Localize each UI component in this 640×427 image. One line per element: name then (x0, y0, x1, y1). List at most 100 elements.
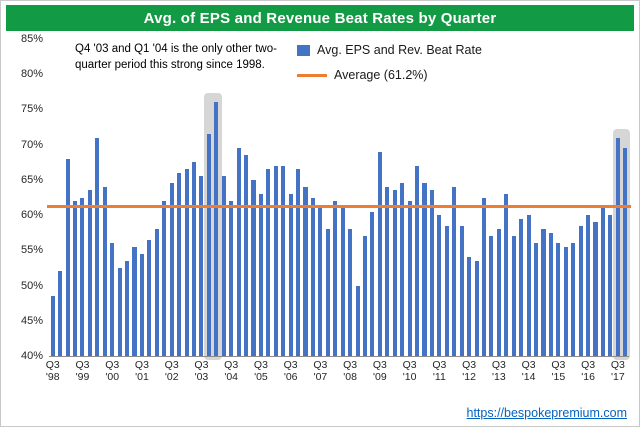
bar (608, 215, 613, 356)
bar (392, 190, 397, 356)
bar (251, 179, 256, 356)
x-tick-label: Q3'10 (402, 359, 417, 383)
bar (348, 229, 353, 356)
legend-item-average: Average (61.2%) (297, 68, 482, 82)
bar (296, 169, 301, 356)
chart-title: Avg. of EPS and Revenue Beat Rates by Qu… (6, 5, 634, 31)
x-tick-label: Q3'07 (313, 359, 328, 383)
bar (184, 169, 189, 356)
bar (467, 257, 472, 356)
bar (489, 236, 494, 356)
bar (87, 190, 92, 356)
bar (400, 183, 405, 356)
bar (615, 137, 620, 356)
bar (236, 148, 241, 356)
bar (340, 204, 345, 356)
y-tick-label: 75% (20, 103, 43, 116)
bar (459, 225, 464, 356)
bar (139, 253, 144, 356)
bar (288, 193, 293, 356)
x-tick-label: Q3'00 (105, 359, 120, 383)
y-tick-label: 45% (20, 314, 43, 327)
y-tick-label: 65% (20, 173, 43, 186)
bar (162, 201, 167, 356)
y-tick-label: 85% (20, 33, 43, 45)
x-tick-label: Q3'09 (372, 359, 387, 383)
bar (229, 201, 234, 356)
x-tick-label: Q3'03 (194, 359, 209, 383)
bar (504, 193, 509, 356)
bar (191, 162, 197, 356)
bar (519, 218, 524, 356)
annotation: Q4 '03 and Q1 '04 is the only other two-… (75, 43, 277, 72)
average-line (47, 205, 631, 209)
bar (534, 243, 539, 356)
x-tick-label: Q3'17 (610, 359, 625, 383)
x-axis-line (49, 356, 629, 357)
bar (303, 186, 308, 356)
bar (563, 246, 568, 356)
bar (273, 165, 278, 356)
bar (474, 260, 479, 356)
bar (266, 169, 271, 356)
x-tick-label: Q3'98 (45, 359, 60, 383)
bar (72, 201, 78, 356)
x-tick-label: Q3'15 (551, 359, 566, 383)
y-tick-label: 50% (20, 279, 43, 292)
bar (385, 186, 390, 356)
average-line-marker-icon (297, 73, 327, 77)
bar (481, 197, 487, 356)
bar (281, 165, 286, 356)
bar (221, 176, 226, 356)
bar (600, 204, 605, 356)
bar (623, 148, 628, 356)
legend-item-series: Avg. EPS and Rev. Beat Rate (297, 43, 482, 57)
legend-label-series: Avg. EPS and Rev. Beat Rate (317, 43, 482, 57)
bar (429, 190, 434, 356)
bar (548, 232, 553, 356)
x-tick-label: Q3'05 (253, 359, 268, 383)
bar (586, 215, 591, 356)
bar (214, 102, 219, 356)
bar (415, 165, 420, 356)
bar (437, 215, 442, 356)
bar (95, 137, 100, 356)
x-tick-label: Q3'16 (581, 359, 596, 383)
bar (370, 211, 375, 356)
x-tick-label: Q3'08 (343, 359, 358, 383)
bar (578, 225, 583, 356)
website-link[interactable]: https://bespokepremium.com (466, 406, 628, 420)
bar (511, 236, 516, 356)
y-axis: 85% 80% 75% 70% 65% 60% 55% 50% 45% 40% (7, 33, 43, 362)
bar (132, 246, 137, 356)
bar (526, 215, 531, 356)
bar (58, 271, 63, 356)
legend: Avg. EPS and Rev. Beat Rate Average (61.… (297, 43, 482, 93)
bar (407, 201, 412, 356)
bar (444, 225, 449, 356)
bar (117, 267, 122, 356)
plot-area: Q3'98 Q3'99 Q3'00 Q3'01 Q3'02 Q3'03 Q3'04 Q3'05… (46, 39, 631, 382)
y-tick-label: 80% (20, 68, 43, 81)
bar (496, 229, 501, 356)
x-tick-label: Q3'06 (283, 359, 298, 383)
bar (556, 243, 561, 356)
bar (147, 239, 152, 356)
bar (571, 243, 576, 356)
x-tick-label: Q3'99 (75, 359, 90, 383)
x-tick-label: Q3'11 (432, 359, 447, 383)
x-tick-label: Q3'02 (164, 359, 179, 383)
bar (593, 222, 598, 356)
bar (318, 208, 323, 356)
bar (244, 155, 249, 356)
bar (362, 236, 368, 356)
y-tick-label: 70% (20, 138, 43, 151)
bar (50, 296, 55, 356)
bar-series-marker-icon (297, 44, 310, 56)
bar (452, 186, 457, 356)
bar (125, 260, 130, 356)
bar (169, 183, 174, 356)
x-tick-label: Q3'01 (134, 359, 149, 383)
x-tick-label: Q3'13 (491, 359, 506, 383)
